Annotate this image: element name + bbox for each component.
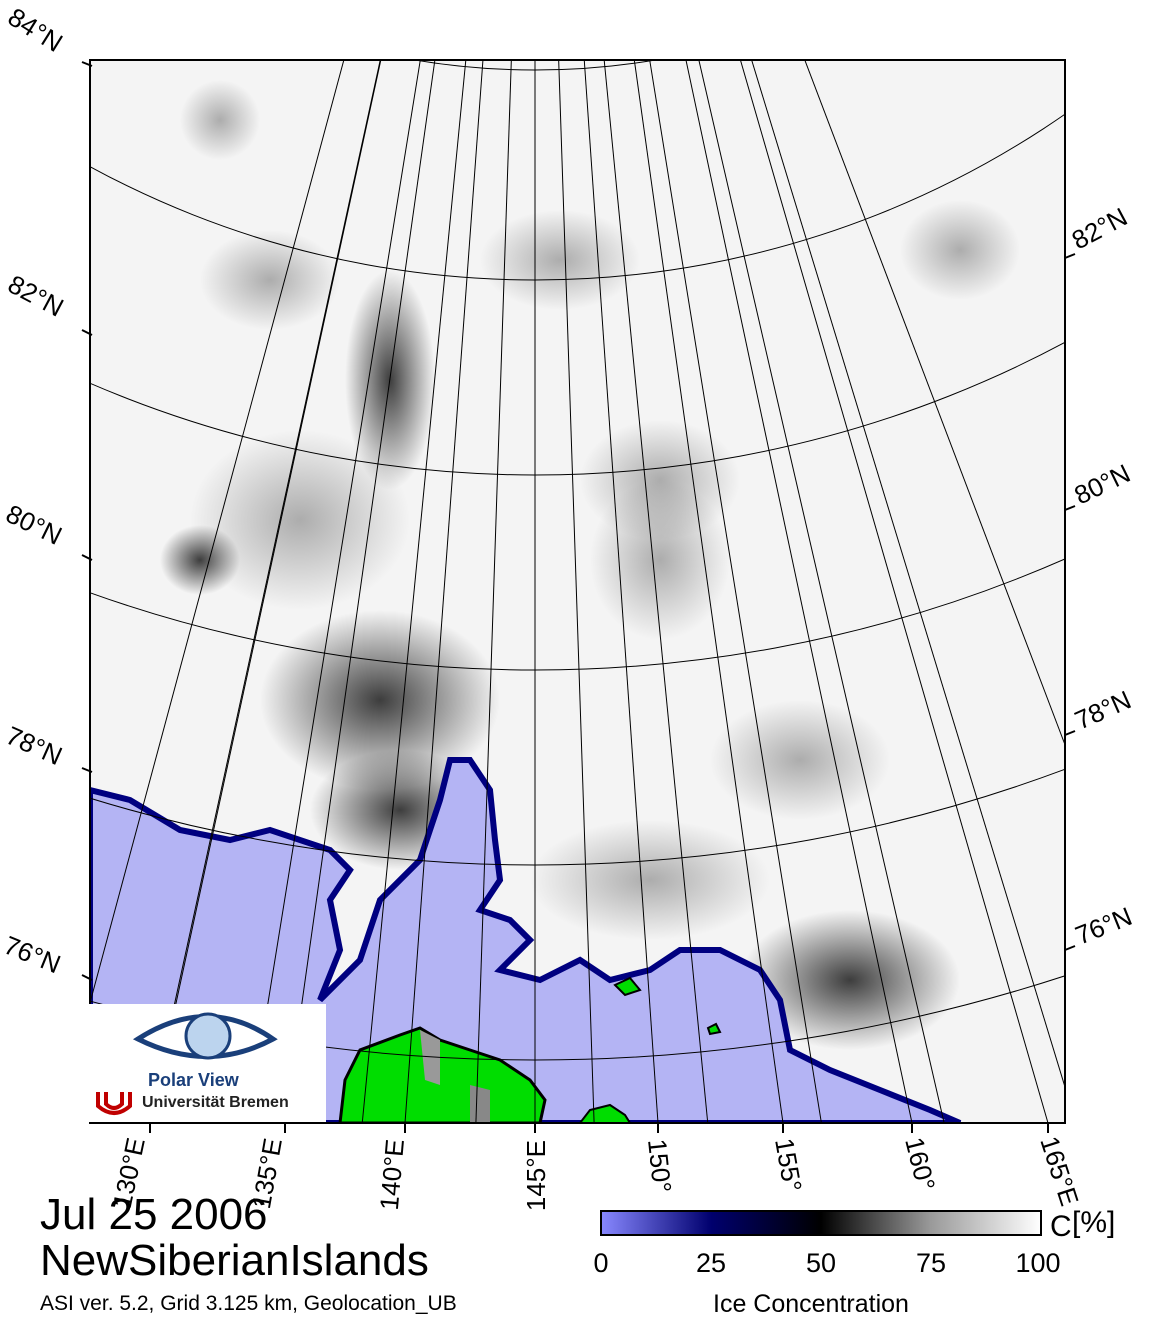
land-kotelny [338, 1026, 547, 1123]
logo-institution: Universität Bremen [142, 1094, 289, 1111]
logo-name: Polar View [148, 1070, 239, 1090]
lat-label-left-76: 76°N [0, 930, 65, 980]
lon-label-155: 155° [769, 1136, 808, 1194]
lat-label-right-78: 78°N [1070, 684, 1135, 735]
lon-label-160: 160° [899, 1134, 941, 1193]
lat-label-left-80: 80°N [1, 498, 66, 550]
axis-ticks [81, 61, 1076, 1133]
colorbar [600, 1210, 1042, 1236]
ice-texture [160, 80, 1020, 1050]
lat-label-right-82: 82°N [1067, 202, 1132, 256]
map-info: ASI ver. 5.2, Grid 3.125 km, Geolocation… [40, 1292, 457, 1315]
lon-label-150: 150° [642, 1137, 677, 1194]
land-grey-patch [420, 1030, 440, 1085]
lat-label-left-82: 82°N [3, 269, 68, 323]
lon-label-165: 165°E [1034, 1133, 1085, 1210]
eye-icon [132, 1012, 278, 1060]
lon-label-145: 145°E [521, 1140, 551, 1211]
land-islet [706, 1022, 722, 1036]
land-small-island [613, 976, 642, 997]
colorbar-tick-50: 50 [805, 1248, 837, 1278]
land-grey-patch-2 [470, 1085, 490, 1123]
university-icon [96, 1092, 132, 1115]
lat-label-right-76: 76°N [1071, 901, 1136, 951]
colorbar-tick-25: 25 [695, 1248, 727, 1278]
lat-label-left-84: 84°N [3, 2, 68, 58]
lon-label-140: 140°E [374, 1138, 410, 1211]
polar-view-logo: Polar View Universität Bremen [88, 1004, 326, 1122]
colorbar-title: Ice Concentration [713, 1290, 909, 1318]
colorbar-unit: [%] [1072, 1206, 1116, 1239]
colorbar-tick-100: 100 [1015, 1248, 1061, 1278]
lat-label-left-78: 78°N [2, 720, 67, 771]
longitude-lines [90, 60, 1065, 1123]
colorbar-tick-75: 75 [915, 1248, 947, 1278]
colorbar-unit-prefix: C [1050, 1210, 1072, 1243]
lat-label-right-80: 80°N [1069, 458, 1134, 510]
map-frame [89, 59, 1066, 1124]
land-east-strip [578, 1103, 632, 1123]
colorbar-tick-0: 0 [593, 1248, 609, 1278]
map-date: Jul 25 2006 [40, 1190, 268, 1239]
map-region: NewSiberianIslands [40, 1236, 429, 1285]
